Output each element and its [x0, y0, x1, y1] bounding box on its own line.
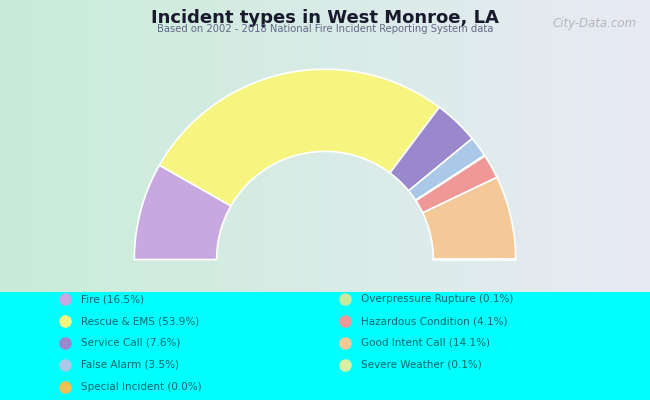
Polygon shape: [135, 165, 231, 260]
Polygon shape: [541, 0, 552, 292]
Polygon shape: [249, 0, 260, 292]
Polygon shape: [54, 0, 65, 292]
Polygon shape: [488, 0, 499, 292]
Polygon shape: [216, 0, 228, 292]
Polygon shape: [227, 0, 239, 292]
Polygon shape: [109, 0, 119, 292]
Text: Hazardous Condition (4.1%): Hazardous Condition (4.1%): [361, 316, 507, 326]
Polygon shape: [499, 0, 509, 292]
Polygon shape: [151, 0, 162, 292]
Polygon shape: [11, 0, 21, 292]
Polygon shape: [65, 0, 76, 292]
Polygon shape: [455, 0, 466, 292]
Polygon shape: [411, 0, 422, 292]
Text: Special Incident (0.0%): Special Incident (0.0%): [81, 382, 202, 392]
Text: Severe Weather (0.1%): Severe Weather (0.1%): [361, 360, 482, 370]
Polygon shape: [21, 0, 32, 292]
Polygon shape: [314, 0, 325, 292]
Text: Overpressure Rupture (0.1%): Overpressure Rupture (0.1%): [361, 294, 513, 304]
Polygon shape: [509, 0, 520, 292]
Polygon shape: [195, 0, 206, 292]
Polygon shape: [434, 0, 444, 292]
Polygon shape: [531, 0, 541, 292]
Text: Service Call (7.6%): Service Call (7.6%): [81, 338, 181, 348]
Polygon shape: [476, 0, 488, 292]
Text: City-Data.com: City-Data.com: [553, 17, 637, 30]
Polygon shape: [390, 107, 472, 191]
Polygon shape: [0, 0, 11, 292]
Polygon shape: [409, 138, 485, 200]
Polygon shape: [574, 0, 585, 292]
Polygon shape: [369, 0, 379, 292]
Polygon shape: [434, 259, 515, 260]
Polygon shape: [401, 0, 411, 292]
Polygon shape: [86, 0, 98, 292]
Polygon shape: [416, 156, 485, 200]
Polygon shape: [552, 0, 564, 292]
Polygon shape: [618, 0, 629, 292]
Polygon shape: [174, 0, 184, 292]
Text: Fire (16.5%): Fire (16.5%): [81, 294, 144, 304]
Polygon shape: [585, 0, 596, 292]
Polygon shape: [184, 0, 195, 292]
Polygon shape: [606, 0, 618, 292]
Polygon shape: [379, 0, 390, 292]
Polygon shape: [141, 0, 151, 292]
Polygon shape: [422, 0, 434, 292]
Polygon shape: [281, 0, 292, 292]
Polygon shape: [336, 0, 346, 292]
Polygon shape: [358, 0, 369, 292]
Polygon shape: [98, 0, 109, 292]
Polygon shape: [292, 0, 304, 292]
Polygon shape: [422, 177, 515, 259]
Text: Incident types in West Monroe, LA: Incident types in West Monroe, LA: [151, 9, 499, 27]
Polygon shape: [130, 0, 141, 292]
Polygon shape: [416, 156, 485, 201]
Polygon shape: [260, 0, 271, 292]
Polygon shape: [325, 0, 336, 292]
Polygon shape: [416, 156, 497, 213]
Text: Rescue & EMS (53.9%): Rescue & EMS (53.9%): [81, 316, 200, 326]
Polygon shape: [239, 0, 249, 292]
Polygon shape: [76, 0, 86, 292]
Polygon shape: [159, 69, 439, 206]
Polygon shape: [466, 0, 476, 292]
Polygon shape: [32, 0, 44, 292]
Polygon shape: [520, 0, 531, 292]
Text: Based on 2002 - 2018 National Fire Incident Reporting System data: Based on 2002 - 2018 National Fire Incid…: [157, 24, 493, 34]
Text: False Alarm (3.5%): False Alarm (3.5%): [81, 360, 179, 370]
Polygon shape: [271, 0, 281, 292]
Polygon shape: [444, 0, 455, 292]
Polygon shape: [119, 0, 130, 292]
Polygon shape: [390, 0, 401, 292]
Text: Good Intent Call (14.1%): Good Intent Call (14.1%): [361, 338, 489, 348]
Polygon shape: [44, 0, 54, 292]
Polygon shape: [206, 0, 216, 292]
Polygon shape: [304, 0, 314, 292]
Polygon shape: [564, 0, 574, 292]
Polygon shape: [162, 0, 174, 292]
Polygon shape: [629, 0, 639, 292]
Polygon shape: [639, 0, 650, 292]
Polygon shape: [346, 0, 358, 292]
Polygon shape: [596, 0, 606, 292]
